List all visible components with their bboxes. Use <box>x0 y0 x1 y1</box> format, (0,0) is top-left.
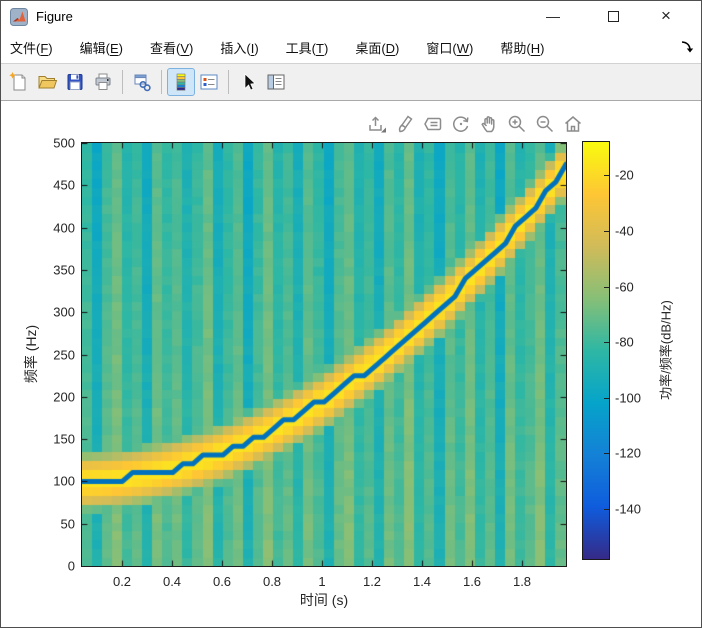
edit-plot-button[interactable] <box>234 68 262 96</box>
brush-button[interactable] <box>392 111 417 136</box>
x-axis-label: 时间 (s) <box>299 592 349 608</box>
datatips-button[interactable] <box>420 111 445 136</box>
colorbar-tick-label: -120 <box>615 445 642 461</box>
colorbar-label: 功率/频率(dB/Hz) <box>658 300 674 400</box>
x-tick-label: 1.2 <box>362 574 382 589</box>
save-figure-button[interactable] <box>61 68 89 96</box>
new-figure-button[interactable] <box>5 68 33 96</box>
close-button[interactable]: × <box>661 6 671 25</box>
y-tick-label: 200 <box>53 389 75 405</box>
export-icon <box>368 115 386 132</box>
menu-item-file[interactable]: 文件(F) <box>10 41 53 56</box>
maximize-icon <box>607 10 619 22</box>
y-tick-label: 450 <box>53 177 75 193</box>
export-button[interactable] <box>364 111 389 136</box>
menu-item-edit[interactable]: 编辑(E) <box>79 41 123 56</box>
y-tick-label: 500 <box>53 135 75 151</box>
pan-hand-icon <box>480 115 495 132</box>
open-file-button[interactable] <box>33 68 61 96</box>
minimize-button[interactable]: — <box>546 8 560 24</box>
colorbar-tick-mark <box>604 287 609 288</box>
titlebar: Figure — × <box>1 1 701 32</box>
home-icon <box>564 115 581 132</box>
x-tick-label: 1.4 <box>412 574 432 589</box>
colorbar-tick-label: -100 <box>615 390 642 406</box>
axes-toolbar <box>364 111 585 136</box>
spectrogram-plot[interactable] <box>82 143 566 566</box>
zoom-in-button[interactable] <box>504 111 529 136</box>
y-tick-label: 0 <box>67 558 75 574</box>
x-tick-label: 0.6 <box>212 574 232 589</box>
toolbar-separator <box>122 70 123 94</box>
colorbar-tick-label: -60 <box>615 279 634 295</box>
toolbar-separator <box>161 70 162 94</box>
menu-item-tools[interactable]: 工具(T) <box>285 41 329 56</box>
figure-canvas-area: 0.2 0.4 0.6 0.8 1 1.2 1.4 1.6 1.8 0 50 100 150 200 250… <box>1 101 701 627</box>
datatips-icon <box>423 117 441 130</box>
zoom-out-icon <box>536 115 553 132</box>
y-tick-label: 250 <box>53 347 75 362</box>
printer-icon <box>95 73 111 90</box>
x-tick-label: 0.4 <box>162 574 182 589</box>
menu-item-view[interactable]: 查看(V) <box>150 41 194 56</box>
save-floppy-icon <box>67 74 83 90</box>
brush-icon <box>398 114 413 132</box>
colorbar-tick-mark <box>604 231 609 232</box>
insert-legend-button[interactable] <box>195 68 223 96</box>
x-tick-label: 1 <box>318 574 326 589</box>
menu-item-desktop[interactable]: 桌面(D) <box>355 41 400 56</box>
link-plot-icon <box>134 74 151 92</box>
cursor-arrow-icon <box>244 73 256 91</box>
new-document-icon <box>9 72 26 91</box>
maximize-button[interactable] <box>591 1 635 31</box>
colorbar-tick-mark <box>604 453 609 454</box>
restore-view-button[interactable] <box>560 111 585 136</box>
x-tick-label: 1.8 <box>512 574 532 589</box>
spectrogram-axes <box>81 142 567 567</box>
matlab-icon <box>10 7 28 26</box>
colorbar-tick-label: -20 <box>615 167 634 183</box>
property-inspector-icon <box>267 74 285 90</box>
colorbar-tick-mark <box>604 398 609 399</box>
menu-item-help[interactable]: 帮助(H) <box>500 41 545 56</box>
x-tick-label: 1.6 <box>462 574 482 589</box>
colorbar-tick-mark <box>604 342 609 343</box>
y-tick-label: 150 <box>53 431 75 447</box>
y-tick-label: 350 <box>53 262 75 278</box>
print-figure-button[interactable] <box>89 68 117 96</box>
figure-toolbar <box>1 63 701 101</box>
rotate-3d-button[interactable] <box>448 111 473 136</box>
colorbar-icon <box>176 73 186 91</box>
y-axis-label: 频率 (Hz) <box>23 324 39 384</box>
x-tick-label: 0.2 <box>112 574 132 589</box>
colorbar-tick-mark <box>604 509 609 510</box>
colorbar-tick-label: -40 <box>615 223 634 239</box>
zoom-in-icon <box>508 115 525 132</box>
x-tick-label: 0.8 <box>262 574 282 589</box>
rotate-icon <box>452 115 469 132</box>
legend-icon <box>200 74 218 90</box>
colorbar-gradient <box>583 142 609 559</box>
y-tick-label: 50 <box>60 516 75 532</box>
insert-colorbar-button[interactable] <box>167 68 195 96</box>
y-tick-label: 400 <box>53 220 75 236</box>
link-plot-button[interactable] <box>128 68 156 96</box>
colorbar-tick-label: -140 <box>615 501 642 517</box>
window-title: Figure <box>36 9 73 24</box>
colorbar-tick-mark <box>604 175 609 176</box>
menu-overflow-icon[interactable] <box>679 39 695 55</box>
colorbar-tick-label: -80 <box>615 334 634 350</box>
menu-item-window[interactable]: 窗口(W) <box>426 41 474 56</box>
menu-item-insert[interactable]: 插入(I) <box>220 41 259 56</box>
pan-button[interactable] <box>476 111 501 136</box>
y-tick-label: 300 <box>53 304 75 320</box>
property-inspector-button[interactable] <box>262 68 290 96</box>
menubar: 文件(F) 编辑(E) 查看(V) 插入(I) 工具(T) 桌面(D) 窗口(W) 帮助(H) <box>1 32 701 63</box>
zoom-out-button[interactable] <box>532 111 557 136</box>
y-tick-label: 100 <box>53 473 75 489</box>
toolbar-separator <box>228 70 229 94</box>
colorbar <box>582 141 610 560</box>
open-folder-icon <box>38 76 58 89</box>
